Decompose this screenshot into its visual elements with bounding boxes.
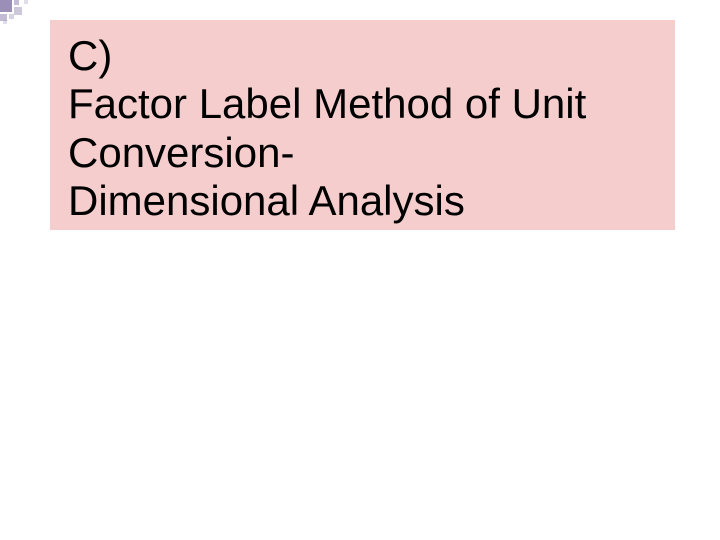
title-line: Dimensional Analysis — [68, 177, 465, 224]
decor-square — [24, 0, 28, 4]
title-line: C) — [68, 32, 112, 79]
decor-square — [3, 20, 7, 24]
title-line: Factor Label Method of Unit — [68, 80, 586, 127]
title-container: C) Factor Label Method of Unit Conversio… — [50, 20, 675, 230]
decor-square — [0, 0, 12, 12]
corner-decoration — [0, 0, 50, 30]
decor-square — [9, 14, 14, 19]
title-line: Conversion- — [68, 129, 294, 176]
decor-square — [14, 0, 19, 5]
slide-title: C) Factor Label Method of Unit Conversio… — [68, 32, 657, 225]
decor-square — [14, 7, 22, 15]
